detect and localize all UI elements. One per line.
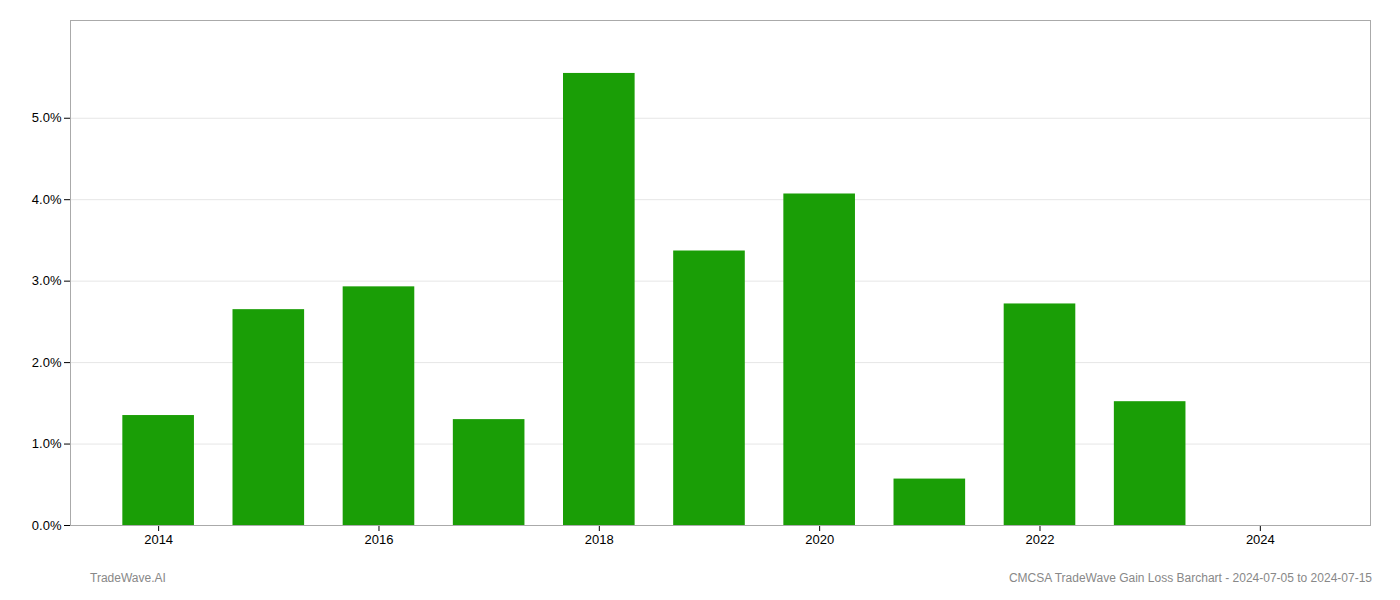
svg-text:2016: 2016: [365, 532, 394, 547]
svg-text:5.0%: 5.0%: [32, 110, 62, 125]
svg-text:0.0%: 0.0%: [32, 518, 62, 533]
svg-text:1.0%: 1.0%: [32, 436, 62, 451]
html-text:CMCSA TradeWave Gain Loss Barc: CMCSA TradeWave Gain Loss Barchart - 202…: [1008, 571, 1372, 585]
svg-text:2024: 2024: [1246, 532, 1275, 547]
svg-text:2014: 2014: [144, 532, 173, 547]
svg-text:2022: 2022: [1026, 532, 1055, 547]
html-text:TradeWave.AI: TradeWave.AI: [90, 571, 166, 585]
svg-text:2020: 2020: [805, 532, 834, 547]
svg-text:2.0%: 2.0%: [32, 355, 62, 370]
svg-text:2018: 2018: [585, 532, 614, 547]
svg-text:3.0%: 3.0%: [32, 273, 62, 288]
svg-text:4.0%: 4.0%: [32, 192, 62, 207]
